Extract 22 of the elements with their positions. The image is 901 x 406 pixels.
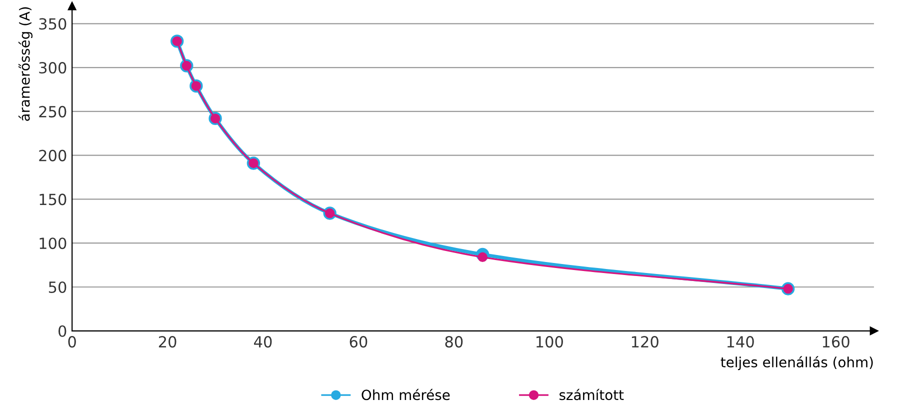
x-tick-label: 80 (445, 336, 463, 348)
x-tick-label: 0 (68, 336, 76, 348)
x-tick-label: 120 (632, 336, 658, 348)
y-tick-label: 150 (40, 194, 66, 206)
y-tick-label: 300 (39, 62, 66, 74)
x-tick-label: 20 (158, 336, 176, 348)
x-tick-label: 40 (254, 336, 272, 348)
y-tick-label: 250 (39, 106, 66, 118)
y-tick-label: 0 (58, 325, 66, 337)
x-tick-label: 100 (536, 336, 563, 348)
y-tick-label: 350 (39, 18, 66, 30)
x-tick-label: 60 (350, 336, 368, 348)
point (478, 252, 488, 262)
y-tick-label: 100 (40, 238, 66, 250)
x-axis-title: teljes ellenállás (ohm) (720, 356, 873, 370)
legend-label: Ohm mérése (362, 388, 450, 400)
y-tick-label: 50 (48, 281, 66, 294)
x-tick-label: 160 (822, 336, 850, 348)
y-axis-title: áramerősség (A) (18, 7, 32, 121)
x-tick-label: 140 (727, 336, 754, 348)
y-tick-label: 200 (39, 150, 66, 162)
legend-label: számított (560, 388, 624, 400)
